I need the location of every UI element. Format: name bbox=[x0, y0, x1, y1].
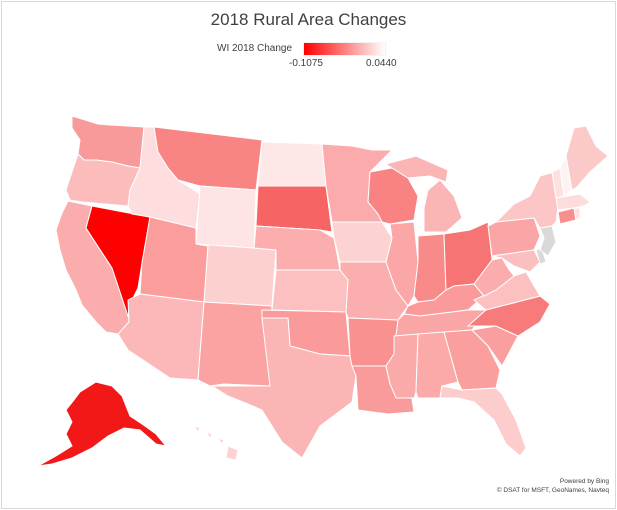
legend-label: WI 2018 Change bbox=[217, 43, 293, 54]
state-sc[interactable] bbox=[470, 325, 519, 367]
state-tx[interactable] bbox=[210, 317, 357, 459]
state-ia[interactable] bbox=[331, 221, 393, 263]
state-ct[interactable] bbox=[557, 207, 577, 225]
state-mi[interactable] bbox=[384, 155, 463, 233]
state-md[interactable] bbox=[491, 249, 541, 273]
state-nd[interactable] bbox=[257, 141, 327, 187]
state-ri[interactable] bbox=[573, 207, 581, 221]
state-fl[interactable] bbox=[439, 385, 527, 457]
state-co[interactable] bbox=[195, 243, 277, 307]
state-sd[interactable] bbox=[255, 185, 333, 233]
state-in[interactable] bbox=[413, 233, 447, 303]
legend-max-value: 0.0440 bbox=[366, 58, 397, 69]
credit-powered-by: Powered by Bing bbox=[559, 478, 609, 485]
credit-copyright: © DSAT for MSFT, GeoNames, Navteq bbox=[496, 487, 609, 494]
state-ma[interactable] bbox=[555, 193, 591, 211]
state-nm[interactable] bbox=[197, 301, 273, 387]
state-hi[interactable] bbox=[192, 425, 239, 461]
legend-color-scale bbox=[303, 42, 386, 56]
state-me[interactable] bbox=[565, 125, 609, 191]
state-wv[interactable] bbox=[473, 257, 515, 297]
state-az[interactable] bbox=[117, 293, 205, 381]
state-nj[interactable] bbox=[539, 225, 557, 257]
state-ks[interactable] bbox=[271, 269, 349, 313]
state-ak[interactable] bbox=[37, 381, 168, 467]
state-wy[interactable] bbox=[195, 185, 257, 249]
chart-title: 2018 Rural Area Changes bbox=[210, 10, 407, 29]
legend-min-value: -0.1075 bbox=[289, 58, 323, 69]
